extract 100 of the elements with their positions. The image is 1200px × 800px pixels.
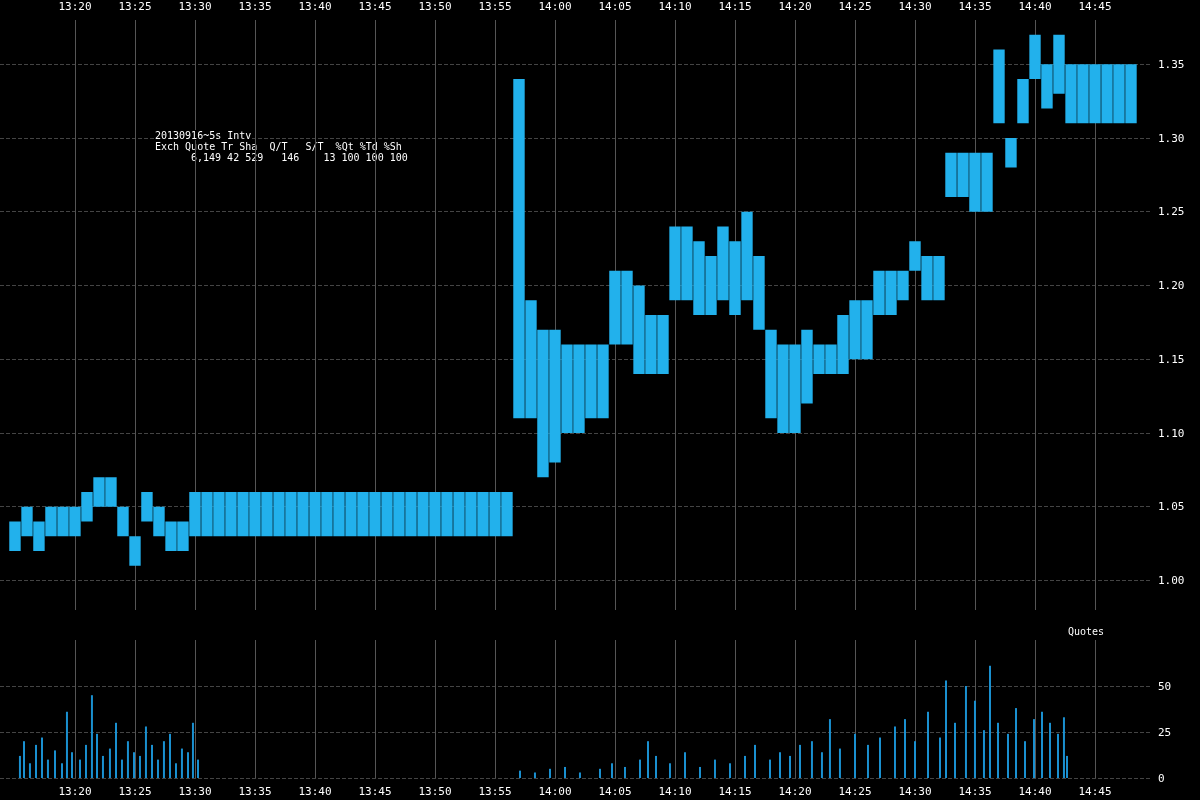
bar bbox=[828, 719, 831, 778]
x-tick-label: 13:40 bbox=[298, 785, 332, 798]
x-tick-label: 13:45 bbox=[358, 785, 392, 798]
x-tick-label: 14:20 bbox=[778, 785, 812, 798]
y-tick-label: 50 bbox=[1158, 679, 1172, 693]
bar bbox=[197, 759, 199, 778]
bar bbox=[1015, 708, 1018, 778]
bar bbox=[22, 741, 25, 778]
bar bbox=[964, 686, 967, 778]
bar bbox=[117, 506, 129, 537]
bar bbox=[993, 49, 1005, 124]
bar bbox=[95, 733, 98, 778]
bar bbox=[997, 722, 1000, 778]
y-axis-title: Quotes bbox=[1067, 625, 1104, 637]
x-tick-label: 14:15 bbox=[718, 785, 752, 798]
bar bbox=[768, 759, 771, 778]
bar bbox=[789, 755, 791, 778]
bar bbox=[1007, 733, 1010, 778]
x-tick-label: 14:25 bbox=[838, 785, 872, 798]
bar bbox=[90, 695, 93, 778]
bar bbox=[35, 744, 37, 778]
x-tick-label: 13:50 bbox=[418, 0, 452, 13]
bar bbox=[1017, 79, 1029, 124]
bar bbox=[754, 744, 756, 778]
bar bbox=[578, 772, 581, 778]
bar bbox=[698, 766, 701, 778]
bar bbox=[954, 722, 957, 778]
x-tick-label: 13:25 bbox=[118, 0, 152, 13]
bar bbox=[973, 700, 976, 778]
bar bbox=[84, 744, 87, 778]
bar bbox=[518, 770, 521, 778]
bar bbox=[150, 744, 153, 778]
bar bbox=[866, 744, 869, 778]
bar bbox=[1005, 138, 1017, 168]
y-tick-label: 1.30 bbox=[1158, 131, 1185, 145]
bar bbox=[1033, 719, 1036, 778]
bar bbox=[549, 768, 552, 778]
bar bbox=[1041, 711, 1043, 778]
x-tick-label: 13:25 bbox=[118, 785, 152, 798]
x-tick-label: 14:05 bbox=[598, 785, 632, 798]
bar bbox=[989, 665, 992, 778]
y-tick-label: 25 bbox=[1158, 725, 1172, 739]
bar bbox=[668, 763, 671, 778]
bar bbox=[982, 730, 985, 778]
x-tick-label: 14:40 bbox=[1018, 785, 1052, 798]
bar bbox=[46, 759, 49, 778]
bar bbox=[684, 752, 687, 778]
bar bbox=[114, 722, 117, 778]
bar bbox=[778, 752, 781, 778]
bar bbox=[132, 752, 135, 778]
bar bbox=[913, 741, 916, 778]
bar bbox=[129, 536, 141, 566]
x-tick-label: 14:25 bbox=[838, 0, 872, 13]
bar bbox=[647, 741, 650, 778]
bar bbox=[1048, 722, 1051, 778]
x-tick-label: 13:35 bbox=[238, 785, 272, 798]
bar bbox=[879, 737, 881, 778]
bar bbox=[799, 744, 801, 778]
y-tick-label: 1.20 bbox=[1158, 279, 1185, 292]
x-tick-label: 13:30 bbox=[178, 0, 212, 13]
x-tick-label: 13:45 bbox=[358, 0, 392, 13]
y-tick-label: 1.35 bbox=[1158, 57, 1185, 71]
bar bbox=[101, 755, 104, 778]
bar bbox=[180, 748, 183, 778]
bar bbox=[1062, 717, 1065, 778]
bar bbox=[1024, 741, 1027, 778]
bar bbox=[893, 726, 896, 778]
text: 20130916~5s Intv bbox=[155, 129, 252, 141]
x-tick-label: 14:45 bbox=[1078, 0, 1112, 13]
bar bbox=[854, 733, 857, 778]
bar bbox=[60, 763, 63, 778]
bar bbox=[156, 759, 159, 778]
x-tick-label: 13:30 bbox=[178, 785, 212, 798]
bar bbox=[162, 741, 165, 778]
bar bbox=[65, 711, 68, 778]
x-tick-label: 14:15 bbox=[718, 0, 752, 13]
x-tick-label: 14:00 bbox=[538, 785, 572, 798]
x-tick-label: 14:30 bbox=[898, 785, 932, 798]
bar bbox=[144, 726, 147, 778]
y-tick-label: 1.00 bbox=[1158, 574, 1185, 587]
bar bbox=[903, 719, 906, 778]
bar bbox=[191, 722, 194, 778]
bar bbox=[18, 755, 21, 778]
x-tick-label: 13:20 bbox=[58, 0, 92, 13]
bar bbox=[168, 733, 171, 778]
y-tick-label: 1.05 bbox=[1158, 500, 1185, 514]
y-tick-label: 1.10 bbox=[1158, 426, 1185, 440]
bar bbox=[78, 759, 81, 778]
bar bbox=[598, 768, 601, 778]
bar bbox=[174, 763, 177, 778]
x-tick-label: 14:20 bbox=[778, 0, 812, 13]
bar bbox=[563, 766, 566, 778]
x-tick-label: 13:50 bbox=[418, 785, 452, 798]
bar bbox=[28, 763, 31, 778]
y-tick-label: 1.15 bbox=[1158, 352, 1185, 366]
bar bbox=[71, 752, 73, 778]
x-tick-label: 13:20 bbox=[58, 785, 92, 798]
x-tick-label: 14:10 bbox=[658, 0, 692, 13]
bar bbox=[1056, 733, 1059, 778]
x-tick-label: 13:55 bbox=[478, 785, 512, 798]
